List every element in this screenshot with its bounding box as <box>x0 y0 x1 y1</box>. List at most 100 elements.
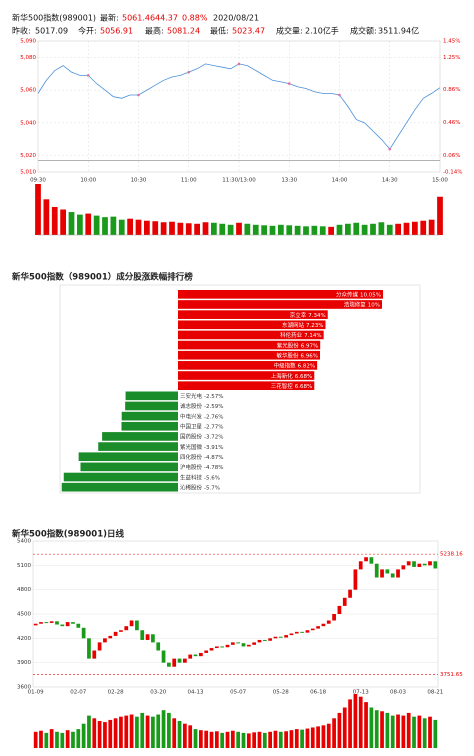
candle-body <box>380 569 384 578</box>
volume-bar <box>119 716 123 748</box>
candle-body <box>71 622 75 624</box>
volume-bar <box>204 730 209 748</box>
candle-body <box>412 561 416 567</box>
candle-body <box>300 631 304 633</box>
candle-body <box>183 658 187 663</box>
latest: 5061.46 <box>122 14 155 23</box>
volume-bar <box>60 209 66 235</box>
volume-bar <box>321 725 326 748</box>
candle-body <box>374 563 379 578</box>
candle-body <box>364 557 368 562</box>
candle-body <box>428 561 432 566</box>
bar-label: 紫光国微 -3.91% <box>180 442 223 450</box>
volume-bar <box>403 222 410 235</box>
volume-bar <box>326 723 331 748</box>
bar <box>80 462 178 472</box>
bar <box>178 300 382 309</box>
bar-name: 敏华股份 <box>276 351 299 359</box>
candle-body <box>135 620 139 631</box>
amount: 3511.94亿 <box>378 26 419 36</box>
candle-body <box>310 628 315 631</box>
x-tick-label: 10:30 <box>131 178 147 184</box>
volume-bar <box>39 730 43 748</box>
candle-body <box>209 648 214 651</box>
candle-body <box>321 623 326 627</box>
volume-bar <box>185 223 192 235</box>
bar-label: 紫光股份 6.97% <box>277 341 319 349</box>
y-tick-label: 5,010 <box>20 170 36 176</box>
volume-bar <box>68 212 75 235</box>
volume-bar <box>118 219 125 235</box>
volume-bar <box>81 723 86 748</box>
volume-bar <box>219 223 226 235</box>
y2-tick-label: 0.86% <box>443 87 460 93</box>
volume-bar <box>348 699 352 748</box>
volume-bar <box>71 731 75 748</box>
bar-value: 10% <box>368 302 380 308</box>
x-tick-label: 01-09 <box>28 690 44 696</box>
bar-value: -3.91% <box>204 444 223 450</box>
volume-bar <box>49 729 54 748</box>
open: 5056.91 <box>100 27 133 36</box>
candle-body <box>119 630 123 632</box>
volume-bar <box>303 226 309 235</box>
prev-close: 5017.09 <box>35 27 68 36</box>
volume-bar <box>257 731 262 748</box>
volume-bar <box>401 715 406 748</box>
volume-bar <box>135 716 139 748</box>
volume-bar <box>209 731 214 748</box>
candle-body <box>326 620 331 624</box>
candle-body <box>236 642 241 644</box>
candle-body <box>92 650 97 659</box>
bar-label: 国药股份 -3.72% <box>180 432 223 440</box>
volume-bar <box>172 718 177 748</box>
volume-bar <box>167 712 171 748</box>
y-tick-label: 5,040 <box>20 120 36 126</box>
volume-bar <box>417 715 422 748</box>
volume-bar <box>300 729 304 748</box>
candle-body <box>353 569 358 590</box>
volume-bar <box>85 213 92 235</box>
candle-body <box>305 630 310 633</box>
volume-bar <box>428 716 432 748</box>
bar <box>121 421 178 431</box>
bar <box>178 310 328 319</box>
volume-bar <box>310 727 315 748</box>
volume-bar <box>220 732 225 748</box>
volume-bar <box>193 729 198 748</box>
candle-body <box>225 644 230 648</box>
bar-name: 浩瑞修复 <box>344 300 367 308</box>
point-marker <box>86 74 90 77</box>
candle-body <box>385 569 390 574</box>
bar-value: -2.77% <box>204 424 223 430</box>
x-tick-label: 11:00 <box>181 178 197 184</box>
volume-bar <box>420 220 427 235</box>
x-tick-label: 15:00 <box>432 178 448 184</box>
volume-bar <box>33 731 38 748</box>
bar-value: 6.96% <box>300 353 317 359</box>
volume-bar <box>177 721 182 748</box>
candle-body <box>417 563 422 567</box>
candle-body <box>167 662 171 667</box>
volume: 2.10亿手 <box>305 26 339 36</box>
volume-bar <box>160 222 167 235</box>
candle-body <box>342 597 347 606</box>
bar-value: -5.7% <box>204 485 220 491</box>
candle-body <box>198 652 203 657</box>
volume-bar <box>273 730 278 748</box>
volume-bar <box>124 715 129 748</box>
candle-body <box>39 622 43 624</box>
bar-label: 三安光电 -2.57% <box>180 392 223 400</box>
candle-body <box>177 658 182 663</box>
x-tick-label: 03-20 <box>150 690 166 696</box>
bar-label: 四化股份 -4.87% <box>180 452 223 460</box>
candle-body <box>113 631 118 636</box>
x-tick-label: 13:30 <box>281 178 297 184</box>
volume-bar <box>337 712 342 748</box>
candle-body <box>294 631 299 634</box>
y2-tick-label: 0.06% <box>443 153 460 159</box>
volume-bar <box>252 732 257 748</box>
bar <box>61 482 178 492</box>
y2-tick-label: 0.46% <box>443 120 460 126</box>
candle-body <box>390 573 395 578</box>
